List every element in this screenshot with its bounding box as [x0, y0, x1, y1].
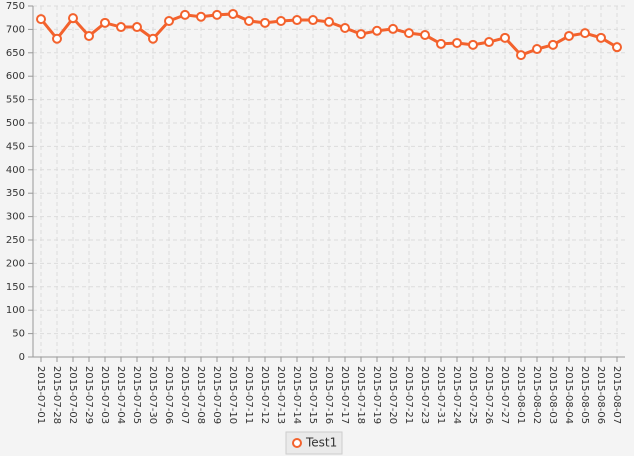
y-tick-label: 200 [6, 258, 25, 269]
x-tick-label: 2015-08-03 [547, 366, 558, 424]
x-tick-label: 2015-07-31 [435, 366, 446, 424]
x-tick-label: 2015-07-23 [419, 366, 430, 424]
x-tick-label: 2015-08-04 [563, 366, 574, 424]
data-point [100, 17, 110, 28]
data-point [452, 37, 462, 48]
x-tick-label: 2015-07-06 [163, 366, 174, 424]
y-tick-label: 750 [6, 1, 25, 12]
x-tick-label: 2015-07-21 [403, 366, 414, 424]
y-tick-label: 450 [6, 141, 25, 152]
data-point [580, 28, 590, 39]
data-point [484, 37, 494, 48]
data-point [596, 32, 606, 43]
data-point [340, 22, 350, 33]
x-tick-label: 2015-07-15 [307, 366, 318, 424]
x-tick-label: 2015-08-07 [611, 366, 622, 424]
data-point [564, 30, 574, 41]
y-tick-label: 600 [6, 71, 25, 82]
data-point [308, 15, 318, 26]
data-point [356, 29, 366, 40]
x-tick-label: 2015-07-28 [51, 366, 62, 424]
y-tick-label: 550 [6, 95, 25, 106]
x-tick-label: 2015-07-30 [147, 366, 158, 424]
x-tick-label: 2015-07-02 [67, 366, 78, 424]
legend: Test1 [285, 431, 343, 455]
data-point [436, 38, 446, 49]
x-tick-label: 2015-07-11 [243, 366, 254, 424]
data-point [548, 39, 558, 50]
data-point [244, 15, 254, 26]
x-tick-label: 2015-08-05 [579, 366, 590, 424]
x-tick-label: 2015-07-24 [451, 366, 462, 424]
data-point [500, 32, 510, 43]
data-point [420, 30, 430, 41]
x-tick-label: 2015-07-25 [467, 366, 478, 424]
data-point [532, 44, 542, 55]
y-tick-label: 500 [6, 118, 25, 129]
y-tick-label: 650 [6, 48, 25, 59]
data-point [116, 22, 126, 33]
legend-marker [292, 438, 302, 448]
y-tick-label: 0 [19, 352, 25, 363]
data-point [388, 23, 398, 34]
x-tick-label: 2015-08-06 [595, 366, 606, 424]
legend-label: Test1 [305, 436, 337, 450]
data-point [260, 17, 270, 28]
data-point [292, 15, 302, 26]
data-point [468, 39, 478, 50]
y-tick-label: 700 [6, 24, 25, 35]
x-tick-label: 2015-07-01 [35, 366, 46, 424]
data-point [180, 9, 190, 20]
x-tick-label: 2015-07-05 [131, 366, 142, 424]
legend-box [285, 431, 343, 455]
y-tick-label: 400 [6, 165, 25, 176]
x-tick-label: 2015-07-07 [179, 366, 190, 424]
x-tick-label: 2015-08-02 [531, 366, 542, 424]
data-point [196, 11, 206, 22]
data-point [132, 22, 142, 33]
data-point [276, 15, 286, 26]
data-point [612, 42, 622, 53]
data-point [516, 50, 526, 61]
data-point [36, 14, 46, 25]
x-tick-label: 2015-07-12 [259, 366, 270, 424]
x-tick-label: 2015-08-01 [515, 366, 526, 424]
x-tick-label: 2015-07-26 [483, 366, 494, 424]
data-point [68, 13, 78, 24]
x-tick-label: 2015-07-16 [323, 366, 334, 424]
data-point [212, 9, 222, 20]
x-tick-label: 2015-07-14 [291, 366, 302, 424]
data-point [84, 30, 94, 41]
y-tick-label: 100 [6, 305, 25, 316]
x-tick-label: 2015-07-20 [387, 366, 398, 424]
data-point [148, 33, 158, 44]
y-tick-label: 300 [6, 212, 25, 223]
data-point [324, 16, 334, 27]
y-tick-label: 150 [6, 282, 25, 293]
x-tick-label: 2015-07-17 [339, 366, 350, 424]
x-tick-label: 2015-07-10 [227, 366, 238, 424]
x-tick-label: 2015-07-19 [371, 366, 382, 424]
y-tick-label: 250 [6, 235, 25, 246]
x-tick-label: 2015-07-27 [499, 366, 510, 424]
x-tick-label: 2015-07-18 [355, 366, 366, 424]
data-point [404, 28, 414, 39]
y-tick-label: 50 [12, 329, 25, 340]
x-tick-label: 2015-07-03 [99, 366, 110, 424]
x-tick-label: 2015-07-09 [211, 366, 222, 424]
x-tick-label: 2015-07-04 [115, 366, 126, 424]
y-tick-label: 350 [6, 188, 25, 199]
x-tick-label: 2015-07-13 [275, 366, 286, 424]
data-point [228, 8, 238, 19]
data-point [164, 15, 174, 26]
data-point [52, 33, 62, 44]
data-point [372, 25, 382, 36]
x-tick-label: 2015-07-29 [83, 366, 94, 424]
x-tick-label: 2015-07-08 [195, 366, 206, 424]
